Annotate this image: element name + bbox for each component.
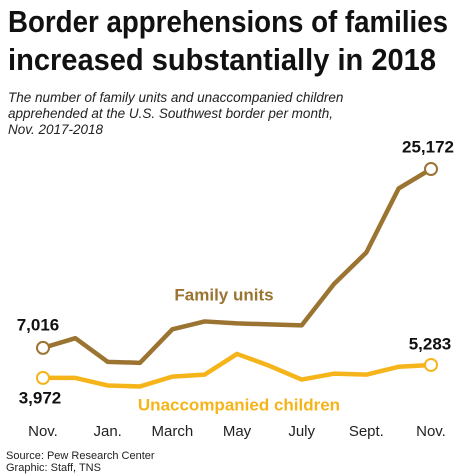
series-line bbox=[42, 351, 432, 389]
subtitle-line: apprehended at the U.S. Southwest border… bbox=[8, 106, 333, 121]
title-line: Border apprehensions of families bbox=[8, 4, 448, 39]
value-label: 25,172 bbox=[402, 137, 454, 156]
end-marker bbox=[36, 340, 50, 355]
end-marker bbox=[36, 370, 50, 385]
chart-subtitle: The number of family units and unaccompa… bbox=[8, 90, 343, 137]
x-tick-label: Nov. bbox=[28, 423, 58, 440]
x-tick-label: Jan. bbox=[93, 423, 121, 440]
x-tick-label: March bbox=[151, 423, 193, 440]
credit: Graphic: Staff, TNS bbox=[6, 462, 101, 474]
value-label: 7,016 bbox=[17, 315, 60, 334]
x-tick-label: July bbox=[288, 423, 315, 440]
value-label: 5,283 bbox=[409, 334, 452, 353]
end-marker bbox=[424, 162, 438, 177]
title-line: increased substantially in 2018 bbox=[8, 42, 436, 77]
subtitle-line: The number of family units and unaccompa… bbox=[8, 90, 343, 105]
series-label: Unaccompanied children bbox=[138, 395, 340, 414]
value-label: 3,972 bbox=[19, 388, 62, 407]
end-marker bbox=[424, 357, 438, 372]
x-tick-label: May bbox=[223, 423, 252, 440]
series-line bbox=[42, 167, 433, 366]
x-tick-label: Sept. bbox=[349, 423, 384, 440]
series-label: Family units bbox=[174, 285, 273, 304]
x-tick-label: Nov. bbox=[416, 423, 446, 440]
chart-title: Border apprehensions of families increase… bbox=[8, 4, 448, 77]
source: Source: Pew Research Center bbox=[6, 450, 155, 462]
subtitle-line: Nov. 2017-2018 bbox=[8, 122, 104, 137]
